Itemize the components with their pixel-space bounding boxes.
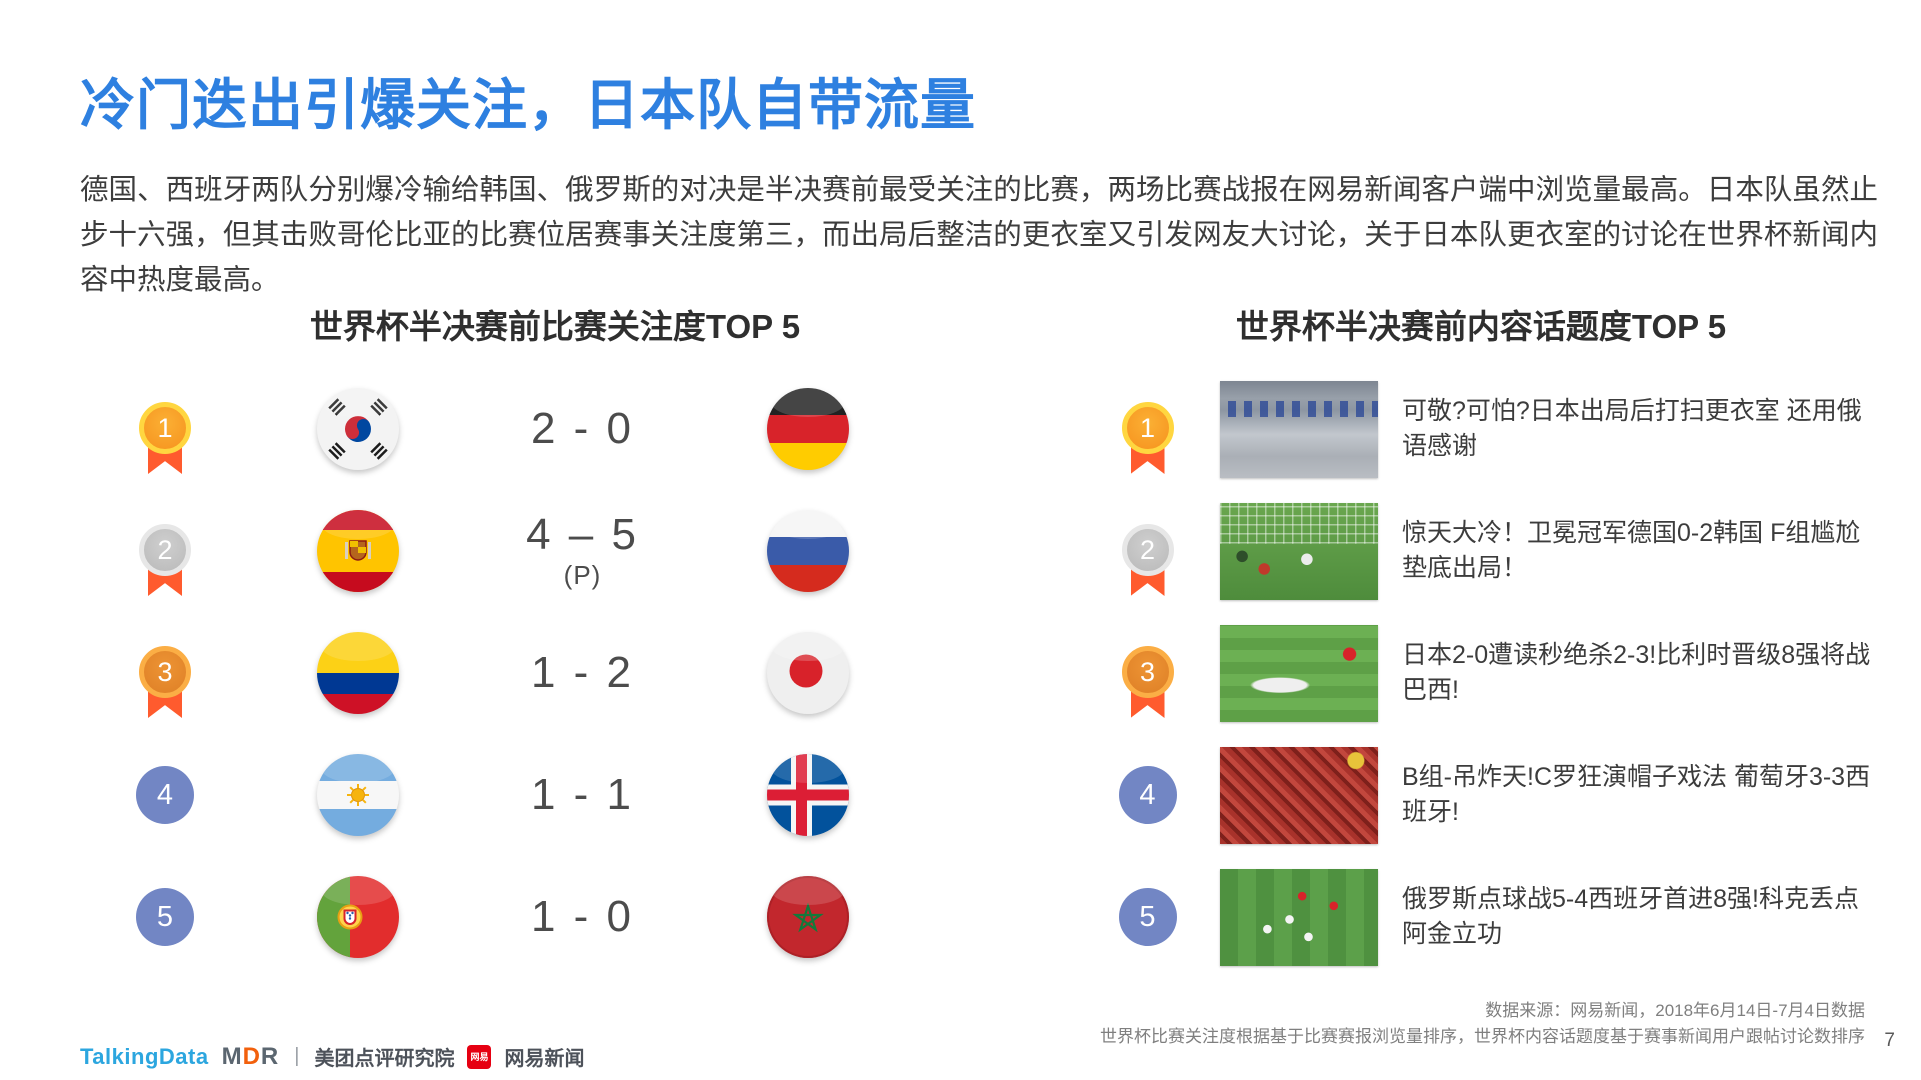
thumbnail-germany-korea-photo — [1220, 502, 1378, 600]
match-score: 1 - 1 — [530, 769, 635, 819]
topic-row-4: 4 B组-吊炸天!C罗狂演帽子戏法 葡萄牙3-3西班牙! — [1075, 734, 1887, 856]
flag-south-korea-icon — [316, 388, 399, 470]
news-headline: 日本2-0遭读秒绝杀2-3!比利时晋级8强将战巴西! — [1402, 640, 1871, 705]
data-source-line2: 世界杯比赛关注度根据基于比赛赛报浏览量排序，世界杯内容话题度基于赛事新闻用户跟帖… — [1100, 1027, 1865, 1047]
flag-argentina-icon — [316, 754, 399, 836]
data-source-line1: 数据来源：网易新闻，2018年6月14日-7月4日数据 — [1485, 1001, 1865, 1020]
rank-number: 2 — [139, 524, 191, 576]
match-row-4: 4 1 - 1 — [80, 734, 960, 856]
match-row-3: 3 1 - 2 — [80, 612, 960, 734]
flag-portugal-icon — [316, 876, 399, 958]
bronze-medal-icon: 3 — [1120, 646, 1176, 734]
rank-badge: 5 — [1118, 888, 1177, 946]
netease-logo-icon: 网易 — [467, 1044, 492, 1069]
topic-row-3: 3 日本2-0遭读秒绝杀2-3!比利时晋级8强将战巴西! — [1075, 612, 1887, 734]
flag-spain-icon — [316, 510, 399, 592]
silver-medal-icon: 2 — [137, 524, 193, 612]
rank-number: 1 — [1121, 402, 1174, 454]
rank-number: 1 — [139, 402, 191, 454]
topic-row-5: 5 俄罗斯点球战5-4西班牙首进8强!科克丢点阿金立功 — [1075, 856, 1887, 978]
mdr-logo: MDR — [221, 1042, 280, 1070]
news-headline: 惊天大冷！卫冕冠军德国0-2韩国 F组尴尬垫底出局！ — [1402, 518, 1861, 583]
content-topic-panel: 世界杯半决赛前内容话题度TOP 5 1 可敬?可怕?日本出局后打扫更衣室 还用俄… — [1075, 300, 1887, 978]
penalty-note: (P) — [563, 560, 602, 591]
netease-news-logo: 网易新闻 — [504, 1048, 585, 1070]
match-row-2: 2 4 – 5 (P) — [80, 490, 960, 612]
news-headline: B组-吊炸天!C罗狂演帽子戏法 葡萄牙3-3西班牙! — [1402, 762, 1871, 827]
rank-badge: 4 — [136, 766, 194, 824]
match-score: 1 - 0 — [530, 891, 635, 941]
thumbnail-japan-belgium-photo — [1220, 624, 1378, 722]
page-number: 7 — [1884, 1030, 1895, 1051]
content-topic-title: 世界杯半决赛前内容话题度TOP 5 — [1235, 308, 1727, 345]
silver-medal-icon: 2 — [1120, 524, 1176, 612]
rank-badge: 5 — [136, 888, 194, 946]
flag-morocco-icon — [766, 876, 849, 958]
gold-medal-icon: 1 — [137, 402, 193, 490]
page-title: 冷门迭出引爆关注，日本队自带流量 — [80, 74, 977, 136]
thumbnail-fans-crowd-photo — [1220, 746, 1378, 844]
match-row-5: 5 1 - 0 — [80, 856, 960, 978]
bronze-medal-icon: 3 — [137, 646, 193, 734]
rank-badge: 4 — [1118, 766, 1177, 824]
match-row-1: 1 — [80, 368, 960, 490]
news-headline: 俄罗斯点球战5-4西班牙首进8强!科克丢点阿金立功 — [1402, 884, 1859, 949]
intro-paragraph: 德国、西班牙两队分别爆冷输给韩国、俄罗斯的对决是半决赛前最受关注的比赛，两场比赛… — [80, 174, 1878, 297]
rank-number: 3 — [139, 646, 191, 698]
match-attention-panel: 世界杯半决赛前比赛关注度TOP 5 1 — [80, 300, 960, 978]
rank-number: 2 — [1121, 524, 1174, 576]
footer-logos: TalkingData MDR | 美团点评研究院 网易 网易新闻 — [80, 1042, 584, 1071]
logo-divider: | — [294, 1045, 300, 1067]
thumbnail-russia-celebration-photo — [1220, 868, 1378, 966]
flag-russia-icon — [766, 510, 849, 592]
match-score: 4 – 5 (P) — [526, 510, 639, 591]
thumbnail-locker-room-photo — [1220, 380, 1378, 478]
match-attention-title: 世界杯半决赛前比赛关注度TOP 5 — [309, 308, 801, 345]
rank-number: 3 — [1121, 646, 1174, 698]
meituan-dianping-institute-logo: 美团点评研究院 — [314, 1048, 455, 1070]
topic-row-2: 2 惊天大冷！卫冕冠军德国0-2韩国 F组尴尬垫底出局！ — [1075, 490, 1887, 612]
flag-germany-icon — [766, 388, 849, 470]
flag-colombia-icon — [316, 632, 399, 714]
flag-japan-icon — [766, 632, 849, 714]
gold-medal-icon: 1 — [1120, 402, 1176, 490]
flag-iceland-icon — [766, 754, 849, 836]
match-score: 1 - 2 — [530, 647, 635, 697]
topic-row-1: 1 可敬?可怕?日本出局后打扫更衣室 还用俄语感谢 — [1075, 368, 1887, 490]
talkingdata-logo: TalkingData — [80, 1043, 209, 1069]
news-headline: 可敬?可怕?日本出局后打扫更衣室 还用俄语感谢 — [1402, 396, 1862, 461]
match-score: 2 - 0 — [530, 403, 635, 453]
data-source-note: 数据来源：网易新闻，2018年6月14日-7月4日数据 世界杯比赛关注度根据基于… — [1100, 998, 1865, 1051]
